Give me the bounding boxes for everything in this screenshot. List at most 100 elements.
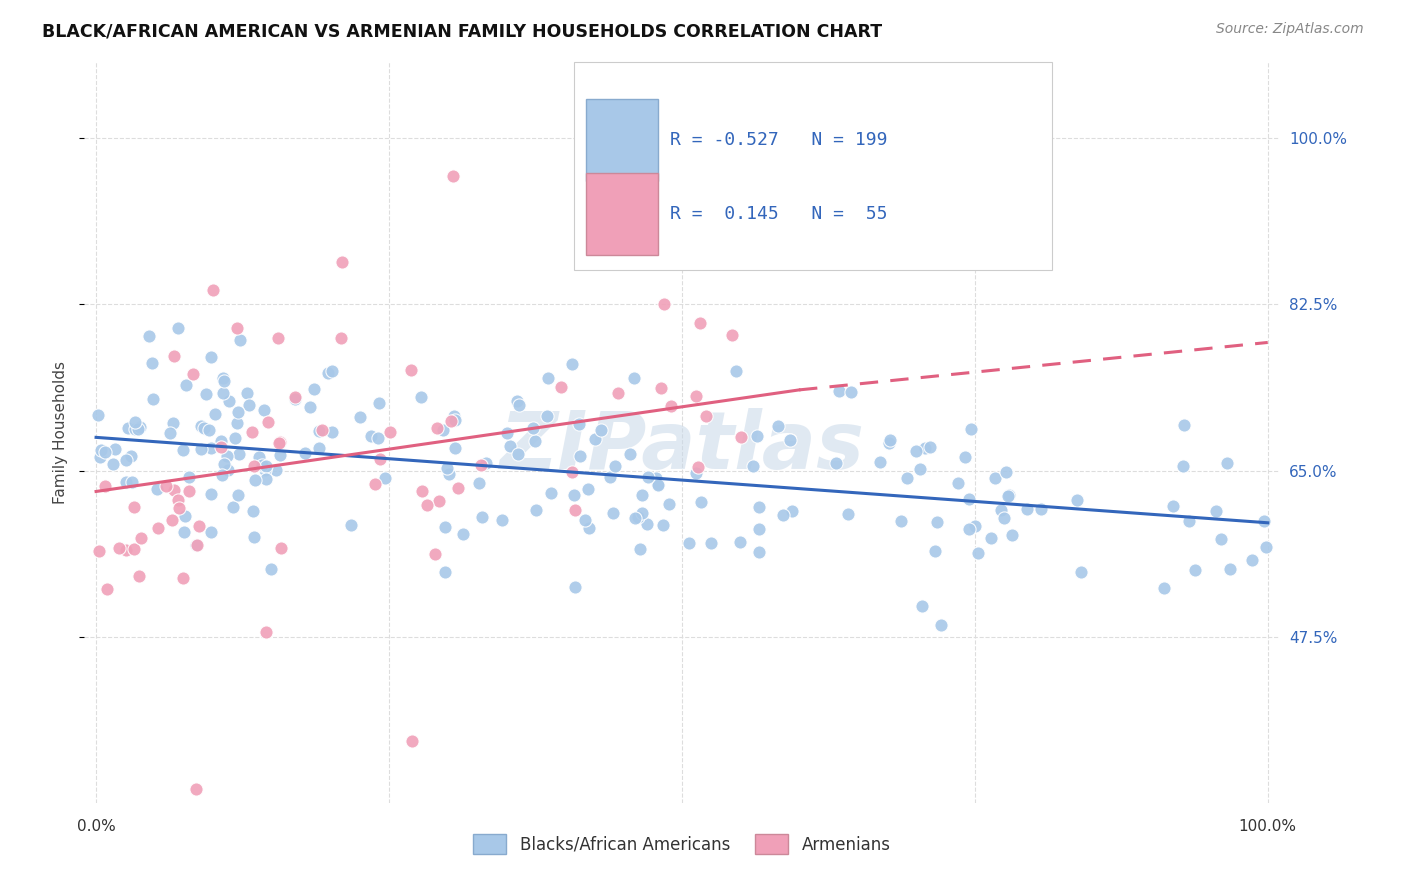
Point (444, 441, 467, 455)
Point (284, 390, 307, 404)
Point (217, 463, 239, 477)
Point (101, 457, 124, 471)
Point (766, 418, 789, 433)
Point (269, 434, 291, 449)
Point (228, 488, 250, 502)
Point (172, 443, 194, 458)
Point (225, 416, 247, 430)
Point (779, 434, 801, 448)
Point (444, 413, 467, 427)
Point (212, 385, 235, 400)
FancyBboxPatch shape (586, 99, 658, 181)
Point (321, 364, 343, 378)
Point (200, 442, 222, 456)
Point (837, 507, 859, 521)
Point (321, 425, 343, 439)
Point (124, 422, 146, 436)
Point (537, 370, 560, 384)
Point (1066, 493, 1088, 508)
Y-axis label: Family Households: Family Households (53, 361, 69, 504)
Point (911, 599, 934, 613)
Point (222, 500, 245, 515)
FancyBboxPatch shape (575, 62, 1053, 269)
Point (965, 519, 987, 533)
Point (685, 466, 707, 480)
Point (434, 566, 457, 580)
Point (623, 371, 645, 385)
Point (890, 514, 912, 528)
Point (177, 483, 200, 498)
Point (1205, 504, 1227, 518)
Point (129, 532, 152, 546)
Point (499, 439, 522, 453)
Point (90, 442, 112, 457)
Point (997, 489, 1019, 503)
Point (685, 389, 707, 403)
Point (260, 562, 283, 576)
Point (167, 321, 190, 335)
Point (631, 488, 654, 502)
Point (96, 582, 118, 597)
Point (360, 429, 382, 443)
Point (471, 509, 494, 524)
Point (311, 423, 333, 437)
Point (540, 486, 562, 500)
Point (252, 458, 274, 472)
Point (879, 434, 901, 448)
Point (475, 456, 498, 470)
Point (267, 331, 290, 345)
Point (568, 449, 591, 463)
Point (440, 414, 463, 428)
Point (426, 421, 449, 435)
Point (505, 394, 527, 409)
Point (659, 399, 682, 413)
Point (104, 442, 127, 457)
Point (905, 444, 928, 458)
Point (184, 781, 207, 796)
Point (349, 409, 371, 424)
Point (330, 331, 353, 345)
Point (522, 421, 544, 435)
Point (636, 517, 658, 532)
Point (589, 423, 612, 437)
Point (200, 487, 222, 501)
Point (627, 510, 650, 524)
Point (264, 463, 287, 477)
Point (316, 366, 339, 380)
Point (434, 520, 457, 534)
Point (89, 450, 111, 464)
Point (524, 434, 547, 448)
Point (997, 488, 1019, 502)
Point (367, 431, 389, 445)
Point (602, 506, 624, 520)
Point (115, 453, 138, 467)
Text: R =  0.145   N =  55: R = 0.145 N = 55 (671, 205, 887, 223)
Point (624, 510, 647, 524)
Point (108, 541, 131, 555)
Point (190, 442, 212, 456)
Point (782, 504, 804, 518)
Point (177, 470, 200, 484)
Point (920, 441, 942, 455)
Point (114, 542, 136, 557)
Point (399, 363, 422, 377)
Point (993, 510, 1015, 524)
Point (960, 422, 983, 436)
Point (194, 386, 217, 401)
Point (1254, 541, 1277, 555)
Point (242, 503, 264, 517)
Point (652, 518, 675, 533)
Point (439, 467, 461, 481)
Point (167, 500, 190, 515)
Point (308, 441, 330, 455)
Point (748, 544, 770, 558)
Point (162, 417, 184, 431)
Point (190, 419, 212, 434)
Point (252, 402, 274, 417)
Point (340, 517, 363, 532)
Point (470, 458, 492, 472)
Point (451, 527, 474, 541)
Point (468, 475, 491, 490)
Point (129, 420, 152, 434)
Point (508, 398, 530, 412)
